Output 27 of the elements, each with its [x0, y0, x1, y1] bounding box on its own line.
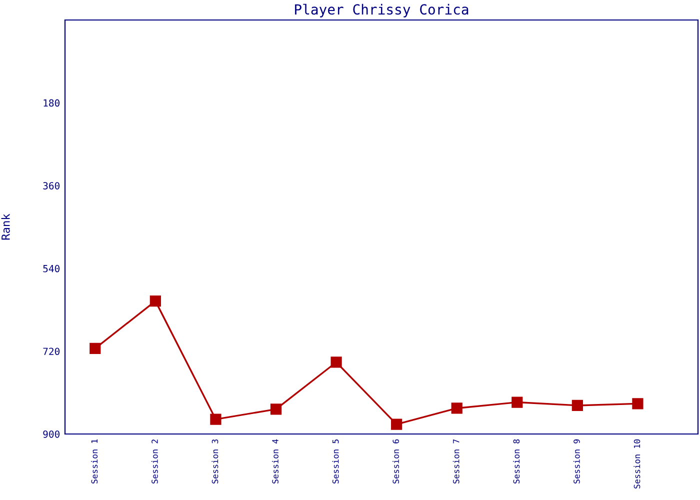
x-tick-label: Session 7	[452, 439, 460, 484]
y-tick-label: 540	[43, 264, 60, 272]
x-tick-label: Session 10	[634, 439, 640, 488]
point	[572, 400, 583, 412]
y-tick-label: 360	[43, 182, 60, 190]
x-tick-label: Session 3	[212, 439, 218, 484]
x-tick-label: Session 1	[91, 439, 98, 484]
point	[270, 404, 282, 415]
point	[391, 418, 402, 430]
point	[451, 402, 462, 414]
point	[512, 396, 523, 408]
y-axis-title: Rank	[1, 214, 10, 240]
point	[330, 356, 342, 368]
point	[210, 414, 222, 425]
x-tick-label: Session 9	[573, 439, 580, 484]
x-tick-label: Session 8	[513, 439, 520, 484]
y-tick-label: 180	[44, 99, 60, 107]
chart-title: Player Chrissy Corica	[295, 4, 468, 18]
point	[150, 296, 161, 307]
x-tick-label: Session 4	[272, 439, 278, 484]
y-tick-label: 900	[43, 430, 60, 438]
x-tick-label: Session 5	[332, 440, 339, 484]
x-tick-label: Session 2	[151, 440, 158, 484]
point	[90, 342, 101, 354]
point	[632, 398, 644, 410]
y-tick-label: 720	[43, 348, 60, 356]
x-tick-label: Session 6	[392, 439, 400, 484]
